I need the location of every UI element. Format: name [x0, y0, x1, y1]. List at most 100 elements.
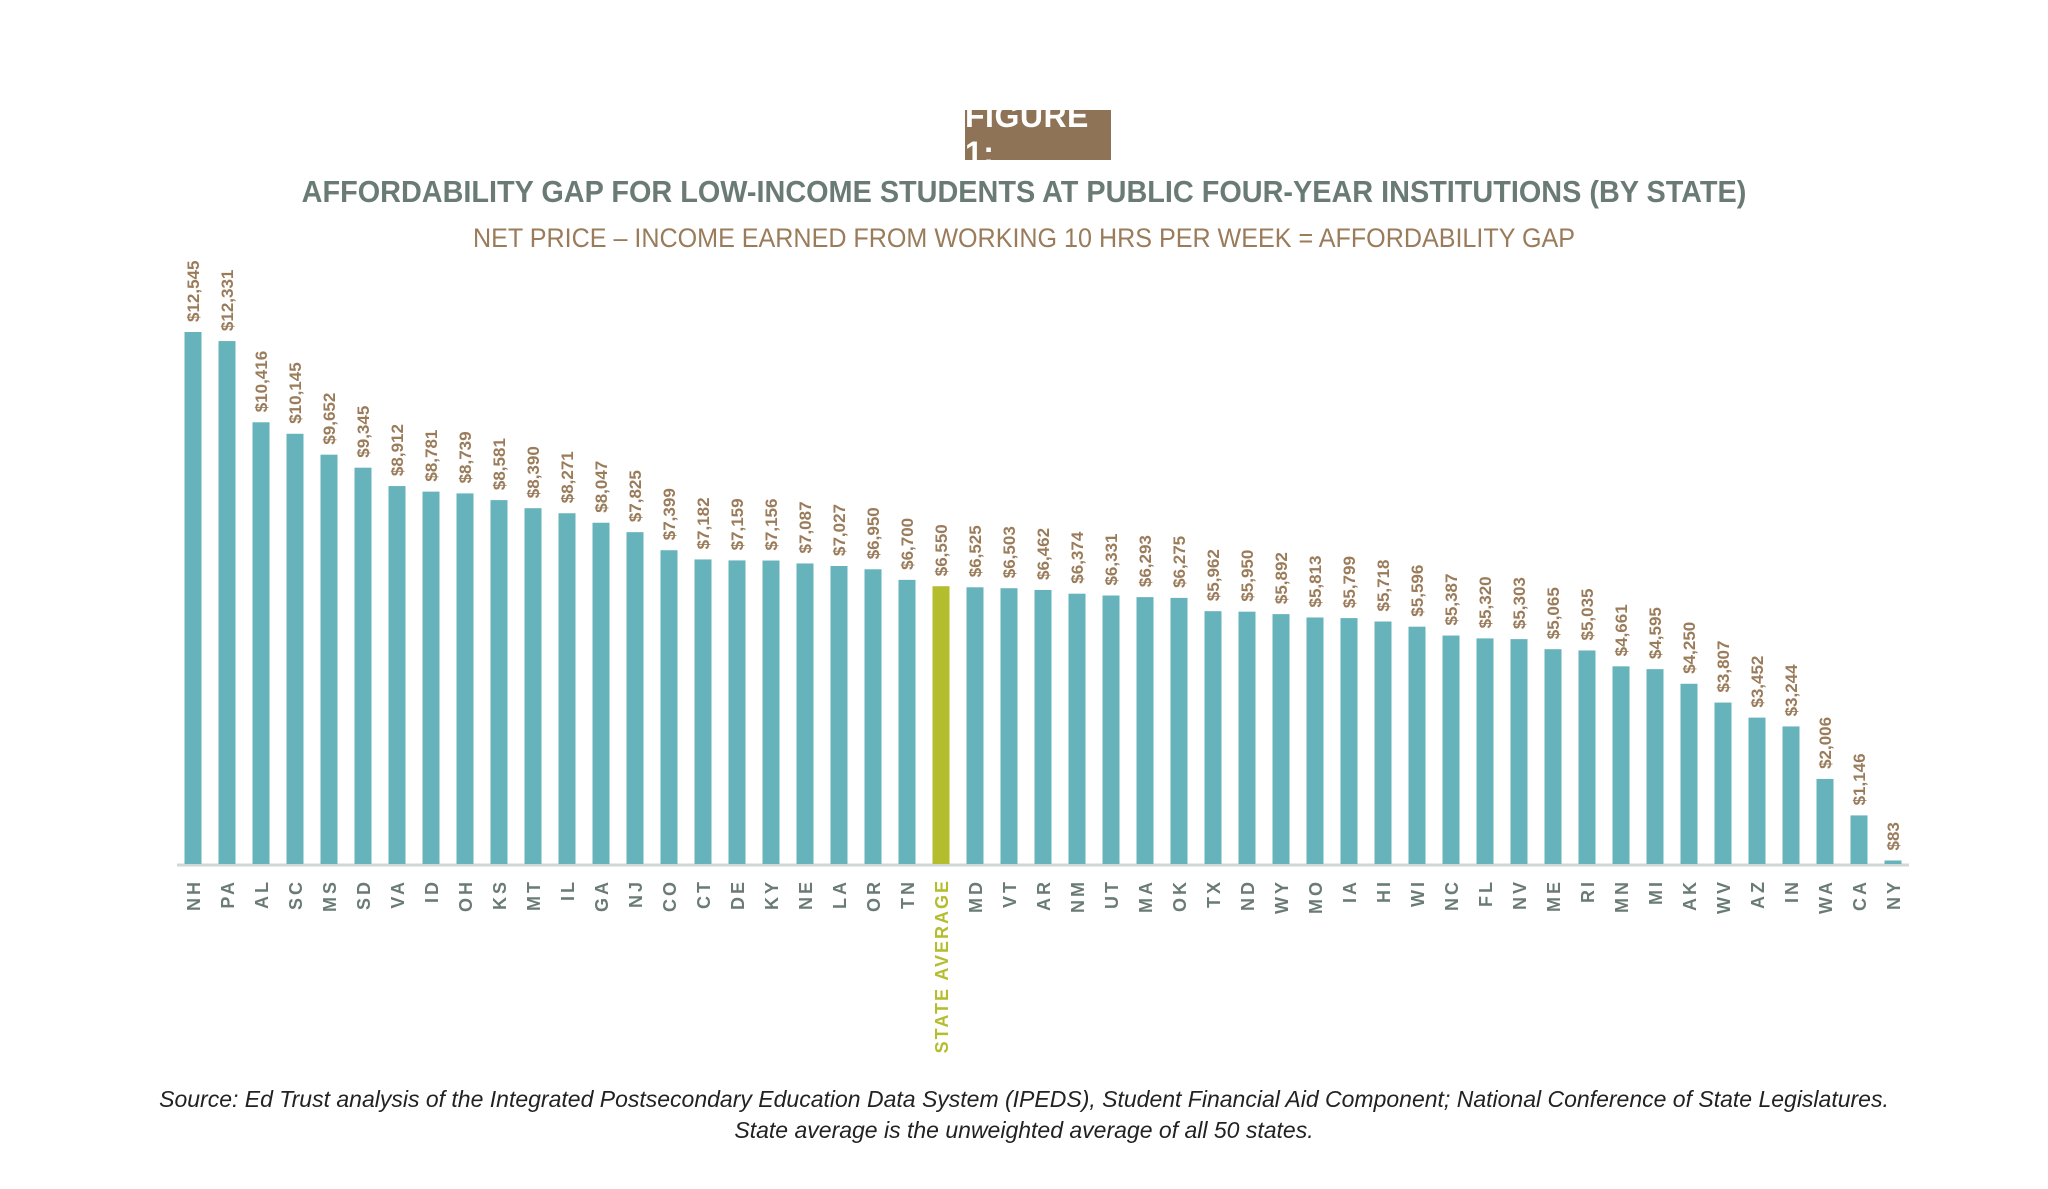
bar-ga [592, 522, 610, 864]
value-label: $2,006 [1816, 717, 1835, 769]
value-label: $8,781 [422, 430, 441, 482]
bar-in [1782, 726, 1800, 864]
value-label: $5,813 [1306, 555, 1325, 607]
bar-ut [1102, 595, 1120, 864]
source-note: Source: Ed Trust analysis of the Integra… [0, 1084, 2048, 1146]
category-label: VA [388, 879, 408, 909]
value-label: $8,047 [592, 461, 611, 513]
bar-wv [1714, 702, 1732, 864]
bar-wy [1272, 614, 1290, 864]
value-label: $7,182 [694, 497, 713, 549]
category-label: NV [1510, 879, 1530, 910]
value-label: $5,962 [1204, 549, 1223, 601]
value-label: $7,087 [796, 501, 815, 553]
bar-ia [1340, 618, 1358, 864]
category-label: NC [1442, 879, 1462, 911]
bar-nm [1068, 593, 1086, 864]
value-label: $8,581 [490, 438, 509, 490]
value-label: $8,390 [524, 446, 543, 498]
value-label: $12,331 [218, 270, 237, 331]
value-label: $5,718 [1374, 560, 1393, 612]
value-label: $7,027 [830, 504, 849, 556]
category-label: WY [1272, 879, 1292, 914]
value-label: $3,452 [1748, 656, 1767, 708]
chart-title: AFFORDABILITY GAP FOR LOW-INCOME STUDENT… [301, 174, 1747, 209]
bar-mo [1306, 617, 1324, 864]
category-label: MN [1612, 879, 1632, 913]
value-label: $6,503 [1000, 526, 1019, 578]
value-label: $9,345 [354, 406, 373, 458]
category-label: NE [796, 879, 816, 910]
category-label: AL [252, 879, 272, 909]
value-label: $6,374 [1068, 531, 1087, 584]
bar-tn [898, 579, 916, 864]
category-label: TX [1204, 879, 1224, 908]
value-label: $6,331 [1102, 534, 1121, 586]
bar-co [660, 550, 678, 864]
category-label: LA [830, 879, 850, 909]
bar-wi [1408, 626, 1426, 864]
value-label: $5,303 [1510, 577, 1529, 629]
bar-nv [1510, 639, 1528, 864]
bar-wa [1816, 778, 1834, 864]
bar-fl [1476, 638, 1494, 864]
category-label: MT [524, 879, 544, 911]
bar-ky [762, 560, 780, 864]
category-label: NH [184, 879, 204, 911]
value-label: $5,950 [1238, 550, 1257, 602]
bar-vt [1000, 588, 1018, 864]
bar-nd [1238, 611, 1256, 864]
value-label: $6,462 [1034, 528, 1053, 580]
value-label: $5,799 [1340, 556, 1359, 608]
value-label: $5,596 [1408, 565, 1427, 617]
bar-mt [524, 508, 542, 864]
value-label: $7,156 [762, 499, 781, 551]
category-label: NY [1884, 879, 1904, 910]
category-label: GA [592, 879, 612, 912]
category-label: ID [422, 879, 442, 903]
category-label: MS [320, 879, 340, 912]
bar-mi [1646, 669, 1664, 864]
value-label: $1,146 [1850, 753, 1869, 805]
category-label: SD [354, 879, 374, 910]
value-label: $8,271 [558, 451, 577, 503]
category-label: AR [1034, 879, 1054, 911]
bar-ma [1136, 597, 1154, 864]
value-label: $12,545 [184, 261, 203, 322]
bar-az [1748, 717, 1766, 864]
category-label: AZ [1748, 879, 1768, 909]
value-label: $9,652 [320, 393, 339, 445]
category-label: RI [1578, 879, 1598, 903]
value-label: $6,275 [1170, 536, 1189, 588]
category-label: CT [694, 879, 714, 909]
bar-ak [1680, 683, 1698, 864]
value-label: $7,159 [728, 498, 747, 550]
bar-tx [1204, 611, 1222, 864]
bar-state-average [932, 586, 950, 864]
bar-chart: $12,545 NH $12,331 PA $10,416 AL $10,145 SC $9,6… [177, 261, 1909, 1053]
category-label: IN [1782, 879, 1802, 903]
bar-or [864, 569, 882, 864]
value-label: $5,387 [1442, 574, 1461, 626]
bar-nj [626, 532, 644, 864]
value-label: $7,825 [626, 470, 645, 522]
category-label: HI [1374, 879, 1394, 903]
value-label: $4,595 [1646, 607, 1665, 659]
value-label: $5,065 [1544, 587, 1563, 639]
bar-nc [1442, 635, 1460, 864]
value-label: $7,399 [660, 488, 679, 540]
category-label: NJ [626, 879, 646, 908]
value-label: $6,293 [1136, 535, 1155, 587]
value-label: $6,700 [898, 518, 917, 570]
value-label: $8,739 [456, 431, 475, 483]
value-label: $5,320 [1476, 576, 1495, 628]
bar-sc [286, 433, 304, 864]
value-label: $4,661 [1612, 604, 1631, 656]
value-label: $10,416 [252, 351, 271, 412]
category-label: DE [728, 879, 748, 910]
category-label: UT [1102, 879, 1122, 909]
category-label: MA [1136, 879, 1156, 913]
category-label: PA [218, 879, 238, 909]
category-label: MO [1306, 879, 1326, 914]
value-label: $83 [1884, 822, 1903, 850]
